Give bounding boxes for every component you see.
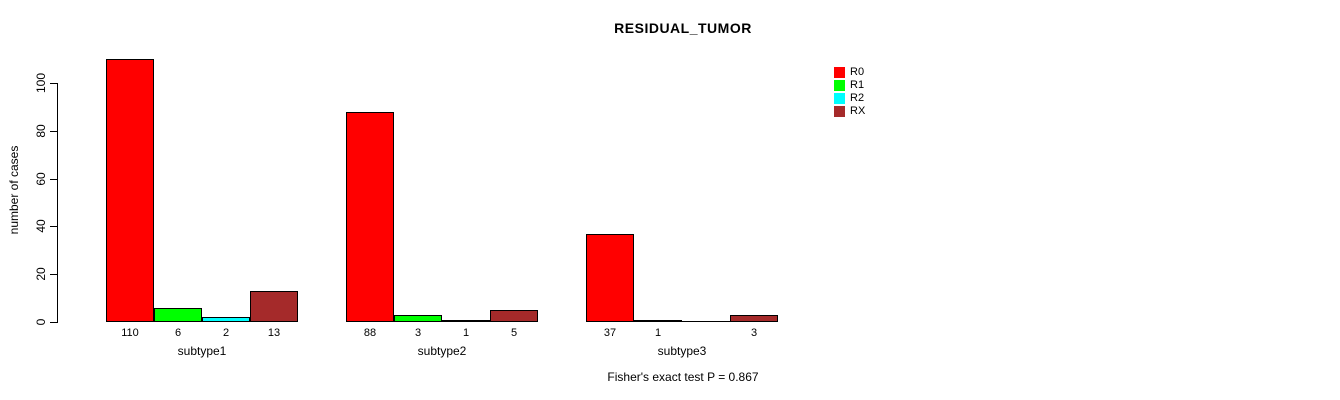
- bar-value-label: 6: [174, 327, 182, 339]
- y-tick-label: 20: [34, 267, 48, 281]
- legend-label: R0: [850, 66, 865, 78]
- legend-swatch-r1: [834, 80, 845, 91]
- category-label-subtype1: subtype1: [177, 344, 227, 358]
- bar-value-label: 2: [222, 327, 230, 339]
- bar-value-label: 3: [750, 327, 758, 339]
- y-tick-mark: [50, 274, 57, 275]
- bar-value-label: 13: [267, 327, 281, 339]
- x-baseline: [586, 321, 778, 322]
- bar-value-label: 3: [414, 327, 422, 339]
- y-tick-label: 0: [34, 318, 48, 326]
- legend-swatch-r0: [834, 67, 845, 78]
- category-label-subtype3: subtype3: [657, 344, 707, 358]
- legend-label: RX: [850, 105, 866, 117]
- y-tick-label: 40: [34, 219, 48, 233]
- legend-label: R2: [850, 92, 865, 104]
- bar-rx-subtype1: [250, 291, 298, 322]
- bar-value-label: 5: [510, 327, 518, 339]
- legend-label: R1: [850, 79, 865, 91]
- legend-swatch-rx: [834, 106, 845, 117]
- x-baseline: [106, 321, 298, 322]
- bar-value-label: 1: [462, 327, 470, 339]
- y-tick-mark: [50, 83, 57, 84]
- legend-swatch-r2: [834, 93, 845, 104]
- y-tick-label: 80: [34, 124, 48, 138]
- bar-r0-subtype2: [346, 112, 394, 322]
- y-tick-mark: [50, 131, 57, 132]
- bar-value-label: 1: [654, 327, 662, 339]
- category-label-subtype2: subtype2: [417, 344, 467, 358]
- bar-value-label: 88: [363, 327, 377, 339]
- y-tick-label: 100: [34, 72, 48, 94]
- fisher-test-annotation: Fisher's exact test P = 0.867: [607, 370, 759, 384]
- bar-value-label: 37: [603, 327, 617, 339]
- chart-title: RESIDUAL_TUMOR: [614, 20, 752, 36]
- bar-r1-subtype1: [154, 308, 202, 322]
- bar-value-label: 110: [121, 327, 139, 339]
- bar-r0-subtype1: [106, 59, 154, 322]
- y-tick-label: 60: [34, 172, 48, 186]
- y-axis-label: number of cases: [7, 145, 21, 235]
- y-tick-mark: [50, 322, 57, 323]
- y-axis-line: [57, 83, 58, 323]
- y-tick-mark: [50, 179, 57, 180]
- x-baseline: [346, 321, 538, 322]
- bar-r0-subtype3: [586, 234, 634, 322]
- y-tick-mark: [50, 226, 57, 227]
